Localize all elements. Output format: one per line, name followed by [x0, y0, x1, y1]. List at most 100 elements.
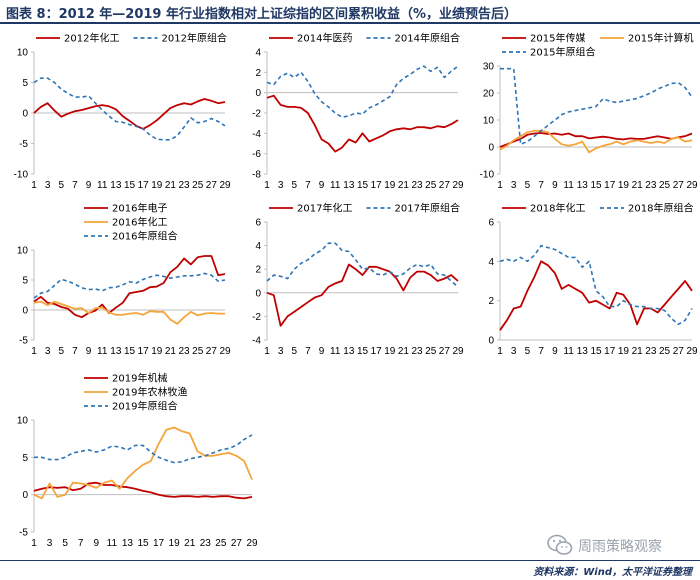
x-tick-label: 13 [577, 180, 589, 191]
y-tick-label: -2 [252, 109, 261, 120]
x-tick-label: 23 [179, 346, 191, 357]
x-tick-label: 13 [110, 346, 122, 357]
x-tick-label: 3 [278, 346, 284, 357]
x-tick-label: 5 [62, 538, 68, 549]
x-tick-label: 27 [206, 346, 218, 357]
watermark: 周雨策略观察 [532, 533, 692, 559]
y-tick-label: -2 [252, 312, 261, 323]
y-tick-label: 5 [22, 453, 28, 464]
legend-label: 2016年原组合 [112, 230, 177, 243]
x-tick-label: 9 [552, 346, 558, 357]
x-tick-label: 11 [97, 346, 108, 357]
x-tick-label: 7 [78, 538, 84, 549]
series-line-1 [499, 260, 693, 331]
x-tick-label: 3 [47, 538, 53, 549]
x-tick-label: 15 [590, 346, 602, 357]
x-tick-label: 19 [151, 180, 163, 191]
x-tick-label: 5 [292, 346, 298, 357]
x-tick-label: 3 [278, 180, 284, 191]
x-tick-label: 11 [563, 180, 574, 191]
x-tick-label: 19 [384, 346, 396, 357]
x-tick-label: 19 [151, 346, 163, 357]
y-tick-label: 4 [255, 48, 261, 59]
y-tick-label: 2 [488, 296, 494, 307]
x-tick-label: 21 [632, 180, 644, 191]
y-tick-label: 10 [17, 416, 29, 427]
x-tick-label: 29 [219, 180, 231, 191]
series-line-3 [34, 434, 253, 464]
x-tick-label: 17 [604, 346, 616, 357]
y-tick-label: 10 [17, 246, 29, 257]
legend-label: 2015年传媒 [530, 32, 585, 45]
x-tick-label: 11 [97, 180, 108, 191]
x-tick-label: 17 [371, 180, 383, 191]
chart-2014: -8 -6 -4 -2 0 2 4 1 3 5 7 9 11 13 15 17 19 21 23 25 27 29 2014… [233, 26, 466, 194]
y-tick-label: 0 [488, 143, 494, 154]
legend-label: 2016年化工 [112, 216, 167, 229]
series-line-3 [33, 272, 226, 299]
x-tick-label: 21 [398, 180, 410, 191]
y-tick-label: -5 [19, 528, 28, 539]
legend-label: 2018年化工 [530, 202, 585, 215]
y-tick-label: -6 [252, 149, 261, 160]
x-tick-label: 1 [264, 346, 270, 357]
x-tick-label: 7 [72, 346, 78, 357]
x-tick-label: 25 [425, 346, 437, 357]
x-tick-label: 7 [305, 180, 311, 191]
x-tick-label: 9 [86, 346, 92, 357]
series-line-1 [33, 98, 226, 130]
x-tick-label: 1 [264, 180, 270, 191]
chart-2018: 0 2 4 6 1 3 5 7 9 11 13 15 17 19 21 23 25 27 29 2018年化工 2018… [466, 196, 700, 360]
x-tick-label: 5 [292, 180, 298, 191]
x-tick-label: 3 [511, 346, 517, 357]
x-tick-label: 27 [231, 538, 243, 549]
x-tick-label: 5 [525, 346, 531, 357]
x-tick-label: 9 [94, 538, 100, 549]
x-tick-label: 7 [72, 180, 78, 191]
series-line-3 [500, 67, 693, 146]
x-tick-label: 25 [659, 180, 671, 191]
x-tick-label: 25 [215, 538, 227, 549]
x-tick-label: 15 [124, 346, 136, 357]
legend-label: 2016年电子 [112, 202, 167, 215]
legend-label: 2019年农林牧渔 [112, 386, 187, 399]
x-tick-label: 17 [371, 346, 383, 357]
x-tick-label: 3 [45, 346, 51, 357]
y-tick-label: -5 [19, 139, 28, 150]
y-tick-label: 20 [483, 89, 495, 100]
x-tick-label: 15 [357, 346, 369, 357]
x-tick-label: 11 [107, 538, 118, 549]
x-tick-label: 5 [59, 180, 65, 191]
x-tick-label: 3 [511, 180, 517, 191]
x-tick-label: 17 [138, 180, 150, 191]
x-tick-label: 9 [86, 180, 92, 191]
y-tick-label: -10 [480, 170, 495, 181]
series-line-2 [499, 129, 693, 154]
x-tick-label: 17 [138, 346, 150, 357]
x-tick-label: 9 [319, 180, 325, 191]
figure-header: 图表 8：2012 年—2019 年行业指数相对上证综指的区间累积收益（%，业绩… [0, 0, 700, 24]
series-line-1 [33, 481, 253, 500]
legend-label: 2019年机械 [112, 372, 167, 385]
x-tick-label: 7 [538, 180, 544, 191]
x-tick-label: 27 [673, 180, 685, 191]
legend-label: 2019年原组合 [112, 400, 177, 413]
series-line-2 [499, 244, 693, 326]
x-tick-label: 21 [165, 346, 177, 357]
series-line-1 [266, 263, 459, 327]
y-tick-label: 2 [255, 68, 261, 79]
chart-2012: -10 -5 0 5 10 1 3 5 7 9 11 13 15 17 19 21 23 25 27 29 2012年化… [0, 26, 233, 194]
y-tick-label: -4 [252, 129, 261, 140]
wechat-icon [547, 534, 573, 555]
legend-label: 2012年原组合 [162, 32, 227, 45]
chart-2019: -5 0 5 10 1 3 5 7 9 11 13 15 17 19 21 23 25 27 29 2019年机械 20… [0, 366, 260, 552]
x-tick-label: 9 [552, 180, 558, 191]
x-tick-label: 11 [330, 180, 341, 191]
series-line-2 [266, 65, 459, 118]
x-tick-label: 19 [169, 538, 181, 549]
x-tick-label: 27 [439, 180, 451, 191]
x-tick-label: 9 [319, 346, 325, 357]
x-tick-label: 29 [246, 538, 258, 549]
y-tick-label: -4 [252, 336, 261, 347]
